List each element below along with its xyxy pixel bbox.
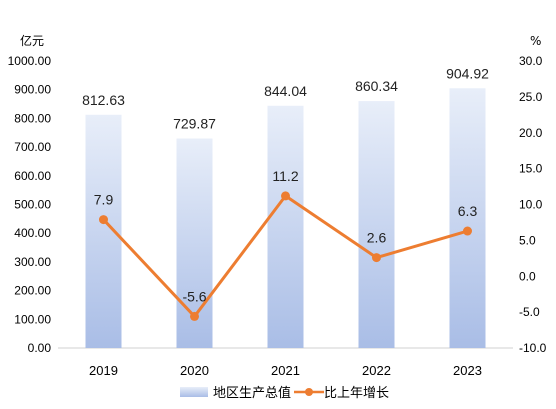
x-tick-label: 2019 xyxy=(89,363,118,378)
y-left-tick-label: 300.00 xyxy=(14,255,51,269)
x-tick-label: 2021 xyxy=(271,363,300,378)
legend-bar-swatch xyxy=(180,387,208,397)
y-left-tick-label: 1000.00 xyxy=(8,54,52,68)
bar-data-label: 860.34 xyxy=(355,78,398,94)
line-point xyxy=(372,253,381,263)
y-right-tick-label: 5.0 xyxy=(519,233,536,247)
x-tick-label: 2022 xyxy=(362,363,391,378)
y-right-tick-label: 25.0 xyxy=(519,90,543,104)
line-point xyxy=(281,191,290,201)
x-tick-label: 2023 xyxy=(453,363,482,378)
line-data-label: 7.9 xyxy=(94,192,114,208)
y-right-tick-label: 30.0 xyxy=(519,54,543,68)
y-right-tick-label: 15.0 xyxy=(519,162,543,176)
axes-layer: 亿元 % 0.00 100.00 200.00 300.00 400.00 500.00 600… xyxy=(8,33,547,378)
line-data-label: 6.3 xyxy=(458,203,478,219)
y-right-tick-label: 20.0 xyxy=(519,126,543,140)
y-left-tick-label: 100.00 xyxy=(14,312,51,326)
line-labels-layer: 7.9 -5.6 11.2 2.6 6.3 xyxy=(94,168,478,305)
y-left-tick-label: 400.00 xyxy=(14,226,51,240)
bar xyxy=(267,105,304,348)
y-right-tick-label: -5.0 xyxy=(519,305,540,319)
bar-labels-layer: 812.63 729.87 844.04 860.34 904.92 xyxy=(82,65,489,131)
legend-line-label: 比上年增长 xyxy=(324,386,389,401)
bar-data-label: 904.92 xyxy=(446,65,489,81)
legend-line-marker xyxy=(305,388,313,396)
bar-data-label: 844.04 xyxy=(264,83,307,99)
legend-bar-label: 地区生产总值 xyxy=(213,385,291,401)
y-left-tick-label: 900.00 xyxy=(14,83,51,97)
y-right-tick-label: -10.0 xyxy=(519,341,547,355)
y-left-tick-label: 700.00 xyxy=(14,140,51,154)
y-left-tick-label: 200.00 xyxy=(14,284,51,298)
legend: 地区生产总值 比上年增长 xyxy=(180,385,389,401)
x-tick-label: 2020 xyxy=(180,363,209,378)
y-right-unit: % xyxy=(530,34,541,48)
line-point xyxy=(190,311,199,321)
line-point xyxy=(99,215,108,225)
y-left-tick-label: 600.00 xyxy=(14,169,51,183)
y-right-tick-label: 10.0 xyxy=(519,198,543,212)
bar xyxy=(358,101,395,348)
line-data-label: -5.6 xyxy=(182,288,206,304)
bar xyxy=(449,88,486,348)
line-data-label: 11.2 xyxy=(272,168,298,184)
y-left-tick-label: 500.00 xyxy=(14,198,51,212)
bars-layer xyxy=(85,88,486,348)
bar-data-label: 729.87 xyxy=(173,116,216,132)
y-left-unit: 亿元 xyxy=(20,33,44,48)
y-left-tick-label: 800.00 xyxy=(14,111,51,125)
y-left-tick-label: 0.00 xyxy=(28,341,52,355)
line-point xyxy=(463,226,472,236)
line-data-label: 2.6 xyxy=(367,230,387,246)
line-layer xyxy=(99,191,472,321)
bar-data-label: 812.63 xyxy=(82,92,125,108)
y-right-tick-label: 0.0 xyxy=(519,269,536,283)
